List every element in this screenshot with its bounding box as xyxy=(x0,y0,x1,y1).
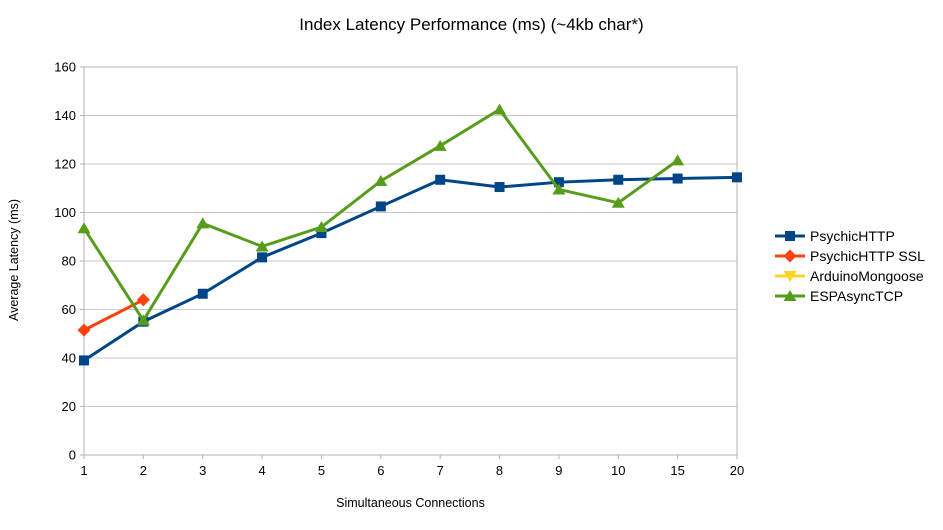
x-tick-label: 8 xyxy=(496,463,503,478)
x-tick-label: 6 xyxy=(377,463,384,478)
data-point-marker-psychichttp xyxy=(732,172,742,183)
data-point-marker-psychichttp xyxy=(613,174,624,185)
x-tick-label: 3 xyxy=(199,463,206,478)
x-tick-label: 10 xyxy=(611,463,625,478)
data-point-marker-psychichttp xyxy=(672,173,683,184)
data-point-marker-psychichttp xyxy=(197,288,208,299)
data-point-marker-espasynctcp xyxy=(77,222,91,234)
chart-title: Index Latency Performance (ms) (~4kb cha… xyxy=(299,15,644,34)
y-tick-label: 160 xyxy=(54,60,76,75)
y-tick-label: 120 xyxy=(54,157,76,172)
data-point-marker-psychichttp-ssl xyxy=(77,323,91,337)
y-tick-label: 0 xyxy=(69,448,76,463)
data-point-marker-psychichttp xyxy=(553,177,564,188)
x-tick-label: 4 xyxy=(258,463,265,478)
y-tick-label: 60 xyxy=(62,302,76,317)
data-point-marker-psychichttp xyxy=(316,228,327,239)
legend-item-psychichttp: PsychicHTTP xyxy=(775,226,925,246)
x-tick-label: 15 xyxy=(670,463,684,478)
data-point-marker-espasynctcp xyxy=(255,240,269,252)
data-point-marker-psychichttp-ssl xyxy=(136,293,150,307)
data-point-marker-psychichttp xyxy=(785,231,795,241)
x-tick-label: 9 xyxy=(555,463,562,478)
data-point-marker-espasynctcp xyxy=(136,314,150,326)
data-point-marker-psychichttp xyxy=(257,252,268,263)
x-tick-label: 2 xyxy=(140,463,147,478)
data-point-marker-espasynctcp xyxy=(611,196,625,208)
legend-item-espasynctcp: ESPAsyncTCP xyxy=(775,286,925,306)
legend-label-espasynctcp: ESPAsyncTCP xyxy=(810,288,904,304)
plot-border xyxy=(83,66,738,456)
legend-marker-arduinomongoose xyxy=(775,271,805,282)
legend-marker-espasynctcp xyxy=(775,290,805,301)
data-point-marker-espasynctcp xyxy=(671,154,685,166)
data-point-marker-espasynctcp xyxy=(196,217,210,229)
legend-label-psychichttp-ssl: PsychicHTTP SSL xyxy=(810,248,925,264)
data-point-marker-espasynctcp xyxy=(783,290,797,301)
legend: PsychicHTTP PsychicHTTP SSL ArduinoMongoos… xyxy=(775,226,925,306)
x-axis-title: Simultaneous Connections xyxy=(336,496,485,510)
data-point-marker-psychichttp xyxy=(435,174,446,185)
series-line-psychichttp xyxy=(83,175,738,362)
y-tick-label: 20 xyxy=(62,399,76,414)
legend-item-psychichttp-ssl: PsychicHTTP SSL xyxy=(775,246,925,266)
legend-label-psychichttp: PsychicHTTP xyxy=(810,228,895,244)
y-tick-label: 140 xyxy=(54,108,76,123)
data-point-marker-espasynctcp xyxy=(374,174,388,186)
legend-marker-psychichttp-ssl xyxy=(775,249,805,263)
data-point-marker-espasynctcp xyxy=(493,103,507,115)
legend-marker-psychichttp xyxy=(775,231,805,241)
data-point-marker-espasynctcp xyxy=(314,221,328,233)
data-point-marker-psychichttp-ssl xyxy=(783,249,797,263)
data-point-marker-espasynctcp xyxy=(552,183,566,195)
y-tick-label: 100 xyxy=(54,205,76,220)
y-tick-label: 40 xyxy=(62,351,76,366)
data-point-marker-arduinomongoose xyxy=(783,271,797,282)
legend-label-arduinomongoose: ArduinoMongoose xyxy=(810,268,924,284)
series-line-espasynctcp xyxy=(82,107,679,324)
data-point-marker-psychichttp xyxy=(79,355,89,366)
data-point-marker-psychichttp xyxy=(494,182,505,193)
x-tick-label: 7 xyxy=(437,463,444,478)
legend-item-arduinomongoose: ArduinoMongoose xyxy=(775,266,925,286)
y-tick-label: 80 xyxy=(62,254,76,269)
x-tick-label: 5 xyxy=(318,463,325,478)
x-tick-label: 20 xyxy=(730,463,744,478)
data-point-marker-psychichttp xyxy=(375,201,386,212)
x-tick-label: 1 xyxy=(80,463,87,478)
data-point-marker-espasynctcp xyxy=(433,139,447,151)
